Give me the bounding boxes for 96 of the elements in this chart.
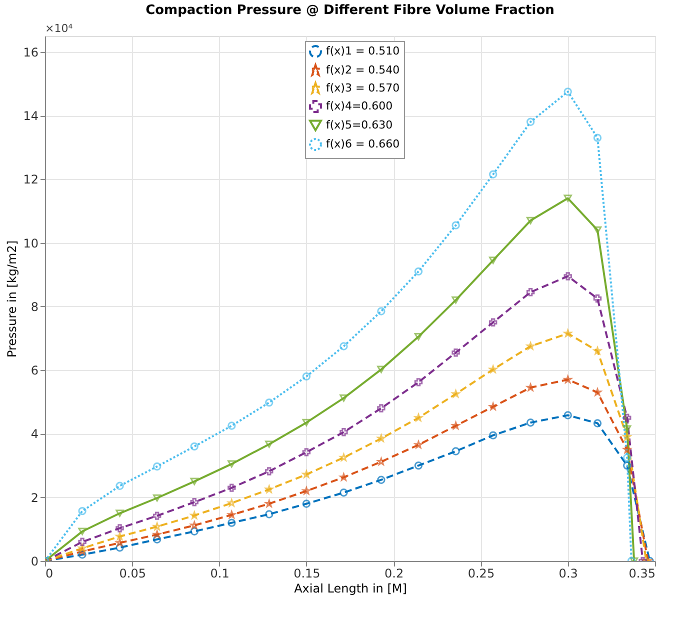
legend-label: f(x)2 = 0.540 bbox=[326, 64, 400, 76]
x-tick-label: 0.25 bbox=[468, 566, 495, 580]
point bbox=[152, 462, 162, 471]
x-axis-title: Axial Length in [M] bbox=[294, 582, 407, 596]
point bbox=[78, 547, 86, 555]
point bbox=[116, 482, 124, 490]
point bbox=[623, 414, 632, 422]
x-tick-label: 0.05 bbox=[119, 566, 146, 580]
point bbox=[488, 431, 498, 440]
point bbox=[302, 470, 310, 478]
point bbox=[265, 398, 274, 407]
point bbox=[340, 453, 348, 462]
point bbox=[414, 267, 423, 276]
point bbox=[340, 394, 348, 402]
point bbox=[190, 478, 198, 486]
point bbox=[488, 170, 498, 179]
point bbox=[116, 538, 124, 546]
y-tick-label: 16 bbox=[23, 45, 38, 60]
y-axis-title: Pressure in [kg/m2] bbox=[5, 240, 20, 358]
x-tick-label: 0 bbox=[46, 566, 54, 580]
point bbox=[623, 453, 632, 462]
x-tick-label: 0.1 bbox=[210, 566, 230, 580]
legend-label: f(x)6 = 0.660 bbox=[326, 138, 400, 150]
point bbox=[564, 88, 572, 96]
legend-label: f(x)1 = 0.510 bbox=[326, 44, 400, 58]
point bbox=[228, 422, 236, 430]
point bbox=[152, 512, 162, 520]
y-tick-label: 4 bbox=[30, 427, 38, 442]
point bbox=[265, 510, 274, 518]
point bbox=[593, 134, 602, 142]
point bbox=[190, 498, 198, 506]
point bbox=[340, 342, 348, 350]
point bbox=[488, 256, 498, 264]
chart-title: Compaction Pressure @ Different Fibre Volume Fraction bbox=[146, 3, 554, 18]
point bbox=[78, 538, 86, 546]
point bbox=[593, 226, 602, 234]
point bbox=[302, 500, 311, 508]
point bbox=[340, 428, 348, 436]
point bbox=[452, 296, 460, 304]
point bbox=[116, 532, 124, 540]
legend-label: f(x)5=0.630 bbox=[326, 118, 393, 132]
point bbox=[228, 484, 236, 492]
point bbox=[452, 390, 460, 398]
point bbox=[302, 418, 311, 426]
point bbox=[452, 447, 460, 456]
point bbox=[377, 366, 386, 374]
x-tick-label: 0.15 bbox=[294, 566, 320, 580]
point bbox=[302, 372, 311, 381]
point bbox=[340, 488, 348, 497]
point bbox=[302, 486, 310, 494]
legend-label: f(x)3 = 0.570 bbox=[326, 82, 400, 94]
y-tick-label: 12 bbox=[23, 172, 38, 187]
point bbox=[414, 461, 423, 470]
y-tick-label: 8 bbox=[30, 300, 38, 314]
point bbox=[564, 272, 572, 280]
point bbox=[116, 510, 124, 517]
point bbox=[302, 448, 311, 456]
point bbox=[526, 418, 535, 427]
y-tick-label: 10 bbox=[23, 236, 38, 250]
point bbox=[488, 318, 498, 326]
point bbox=[190, 527, 198, 536]
point bbox=[414, 333, 423, 340]
point bbox=[116, 524, 124, 532]
point bbox=[526, 216, 535, 224]
x-tick-label: 0.3 bbox=[558, 566, 578, 580]
point bbox=[593, 294, 602, 303]
point bbox=[623, 461, 632, 470]
point bbox=[564, 194, 572, 202]
point bbox=[564, 411, 572, 420]
x-tick-label: 0.35 bbox=[628, 566, 656, 580]
y-tick-label: 2 bbox=[30, 490, 38, 505]
point bbox=[78, 550, 86, 559]
point bbox=[228, 518, 236, 527]
point bbox=[228, 460, 236, 468]
point bbox=[377, 476, 386, 484]
point bbox=[593, 419, 602, 428]
point bbox=[452, 348, 460, 357]
point bbox=[452, 221, 460, 230]
point bbox=[265, 467, 274, 476]
point bbox=[526, 288, 535, 296]
y-tick-label: 0 bbox=[30, 554, 38, 568]
point bbox=[265, 440, 274, 448]
legend-label: f(x)4=0.600 bbox=[326, 100, 393, 112]
point bbox=[190, 442, 198, 451]
point bbox=[78, 506, 86, 516]
point bbox=[377, 307, 386, 316]
y-tick-label: 14 bbox=[23, 109, 38, 124]
y-tick-label: 6 bbox=[30, 364, 38, 378]
point bbox=[623, 425, 632, 433]
text: ×10⁴ bbox=[45, 22, 74, 35]
x-tick-label: 0.2 bbox=[384, 566, 404, 580]
point bbox=[526, 118, 535, 126]
point bbox=[78, 528, 86, 536]
point bbox=[152, 494, 162, 502]
point bbox=[377, 404, 386, 412]
point bbox=[414, 378, 423, 386]
